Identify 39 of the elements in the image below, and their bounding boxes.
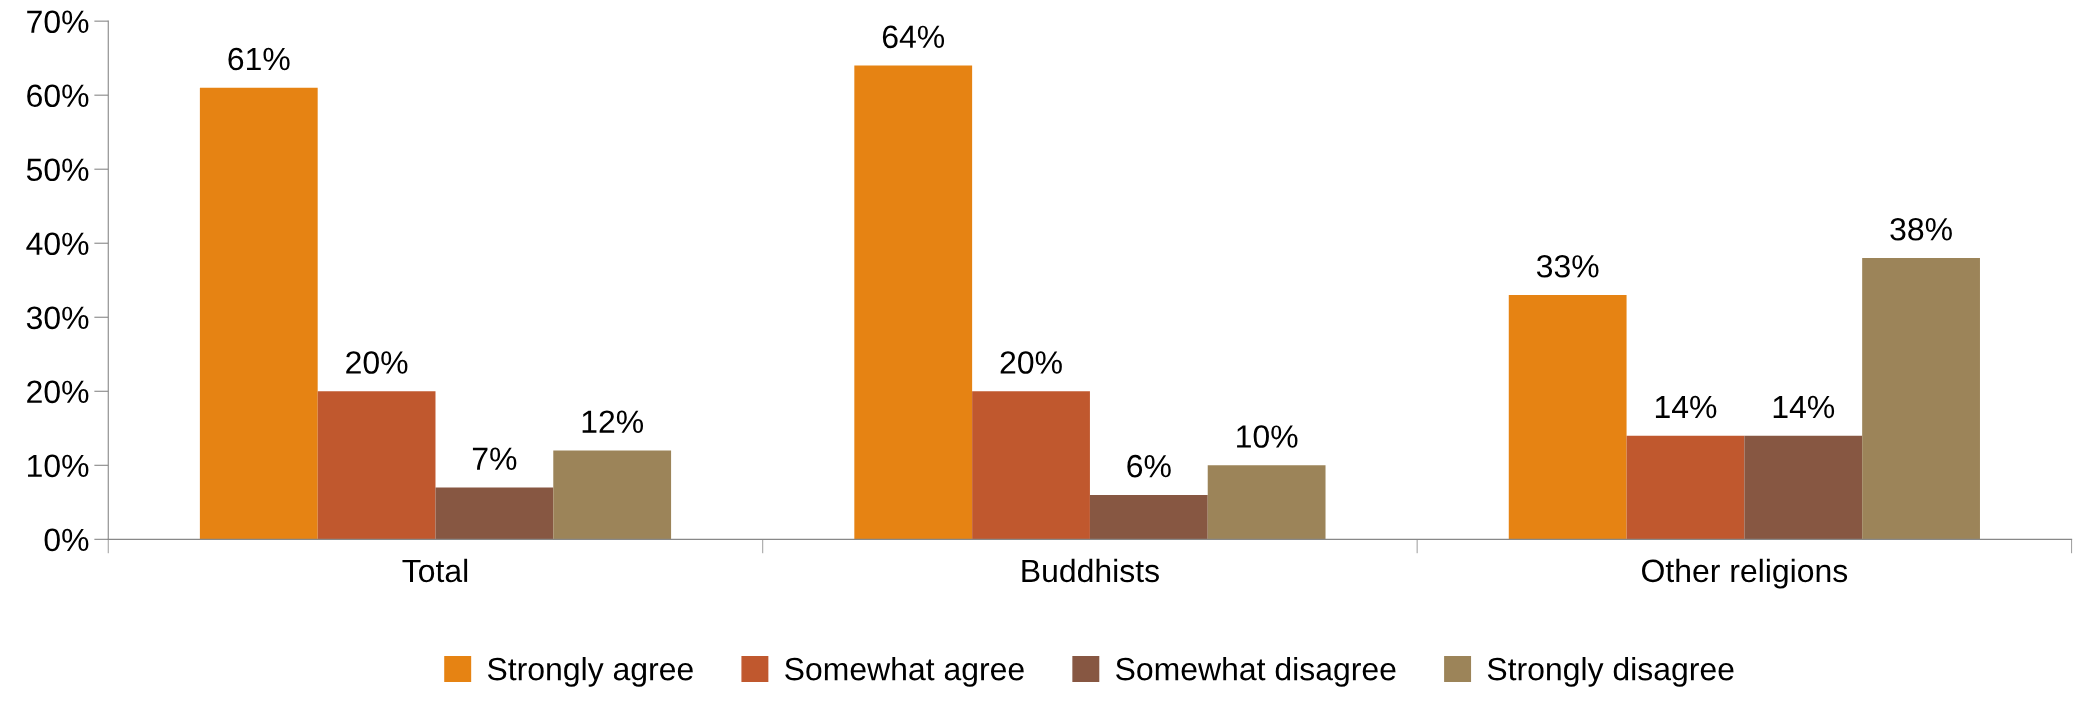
bar [972,391,1090,540]
y-tick-label: 0% [44,528,89,552]
y-tick-label: 30% [26,306,89,330]
data-label: 7% [472,447,517,470]
data-label: 14% [1773,395,1835,419]
data-label: 14% [1655,395,1717,419]
y-tick-label: 20% [27,380,89,404]
data-label: 6% [1127,454,1171,478]
bar [1626,435,1745,540]
y-tick-label: 70% [27,10,89,34]
bar [435,487,554,540]
data-label: 10% [1237,425,1298,448]
data-label: 38% [1890,217,1952,241]
bar [553,450,672,540]
y-tick-label: 50% [26,158,89,182]
bar [1744,435,1863,540]
data-label: 12% [582,410,644,433]
bar [1508,295,1627,540]
bar [317,391,436,540]
x-tick-label: Other religions [1642,558,1848,589]
data-label: 61% [228,47,290,71]
bar [1089,494,1208,540]
x-tick-label: Buddhists [1022,558,1159,583]
y-tick-label: 10% [28,454,89,478]
x-tick-label: Total [402,558,468,583]
y-tick-label: 40% [26,232,89,256]
legend-label: Somewhat agree [785,656,1024,687]
legend-label: Strongly agree [487,656,693,687]
bar [199,87,318,540]
bar [1207,465,1326,540]
bar [854,65,973,540]
legend-label: Somewhat disagree [1116,656,1396,687]
data-label: 33% [1536,255,1599,278]
legend-label: Strongly disagree [1487,656,1734,687]
y-tick-label: 60% [27,84,89,108]
data-label: 64% [882,25,945,49]
data-label: 20% [346,351,408,374]
bar [1862,258,1980,540]
data-label: 20% [1000,351,1062,374]
